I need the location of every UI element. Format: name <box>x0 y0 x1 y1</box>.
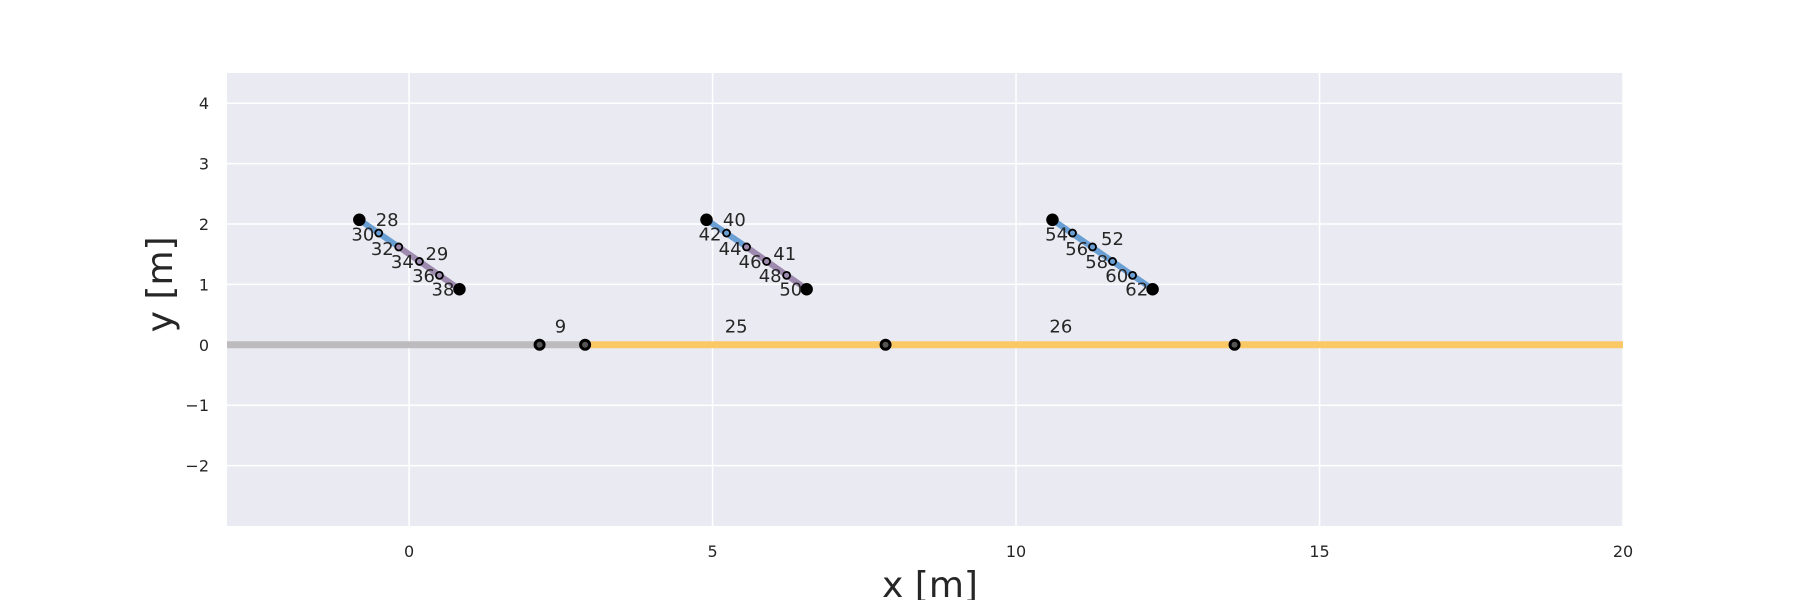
node-label: 54 <box>1045 224 1068 245</box>
x-tick-label: 5 <box>707 542 717 561</box>
nodes <box>353 213 1241 351</box>
road-label: 25 <box>725 317 748 338</box>
segment-line <box>743 243 810 293</box>
segment-line <box>703 216 750 250</box>
group-node <box>762 257 771 266</box>
road-label: 26 <box>1049 317 1072 338</box>
group-node <box>1068 228 1077 238</box>
group-node <box>415 257 424 266</box>
segment-line <box>356 216 402 250</box>
group-node <box>453 282 466 296</box>
group-node <box>1146 282 1159 296</box>
node-label: 58 <box>1085 252 1108 273</box>
group-node <box>1088 242 1097 252</box>
plot-area <box>227 73 1623 526</box>
y-tick-label: 1 <box>199 275 209 294</box>
node-label: 50 <box>779 279 802 300</box>
segment-line <box>395 243 463 293</box>
road-label: 9 <box>555 317 566 338</box>
road-node-center <box>582 341 589 348</box>
group-node <box>800 282 813 296</box>
x-tick-label: 10 <box>1006 542 1026 561</box>
node-label: 52 <box>1101 229 1124 250</box>
group-node <box>1108 257 1117 266</box>
group-node <box>1128 270 1137 280</box>
node-label: 30 <box>351 224 374 245</box>
y-tick-label: −1 <box>185 396 209 415</box>
y-tick-label: 4 <box>199 94 209 113</box>
node-label: 40 <box>723 210 746 231</box>
x-axis-label: x [m] <box>882 565 978 600</box>
y-tick-label: 2 <box>199 215 209 234</box>
group-node <box>722 228 731 238</box>
x-tick-label: 0 <box>404 542 414 561</box>
road-node-center <box>1231 341 1238 348</box>
node-label: 38 <box>432 279 455 300</box>
x-tick-label: 20 <box>1613 542 1633 561</box>
group-node <box>374 228 384 238</box>
node-label: 62 <box>1125 279 1148 300</box>
group-node <box>742 242 751 252</box>
y-tick-label: 3 <box>199 155 209 174</box>
node-label: 56 <box>1065 239 1088 260</box>
group-node <box>353 213 366 227</box>
y-tick-label: −2 <box>185 457 209 476</box>
node-label: 42 <box>699 224 722 245</box>
road-node-center <box>536 341 543 348</box>
node-label: 48 <box>759 266 782 287</box>
node-label: 28 <box>376 210 399 231</box>
road-node-center <box>882 341 889 348</box>
group-node <box>435 270 444 280</box>
group-node <box>782 270 792 280</box>
node-label: 44 <box>719 239 742 260</box>
y-axis-label: y [m] <box>140 236 181 332</box>
group-node <box>1046 213 1059 227</box>
node-label: 36 <box>412 266 435 287</box>
node-label: 34 <box>391 252 414 273</box>
node-label: 29 <box>425 244 448 265</box>
node-label: 46 <box>739 252 762 273</box>
y-tick-label: 0 <box>199 336 209 355</box>
node-label: 60 <box>1105 266 1128 287</box>
group-node <box>700 213 713 227</box>
group-node <box>394 242 404 252</box>
x-tick-label: 15 <box>1309 542 1329 561</box>
node-label: 41 <box>773 244 796 265</box>
node-label: 32 <box>371 239 394 260</box>
